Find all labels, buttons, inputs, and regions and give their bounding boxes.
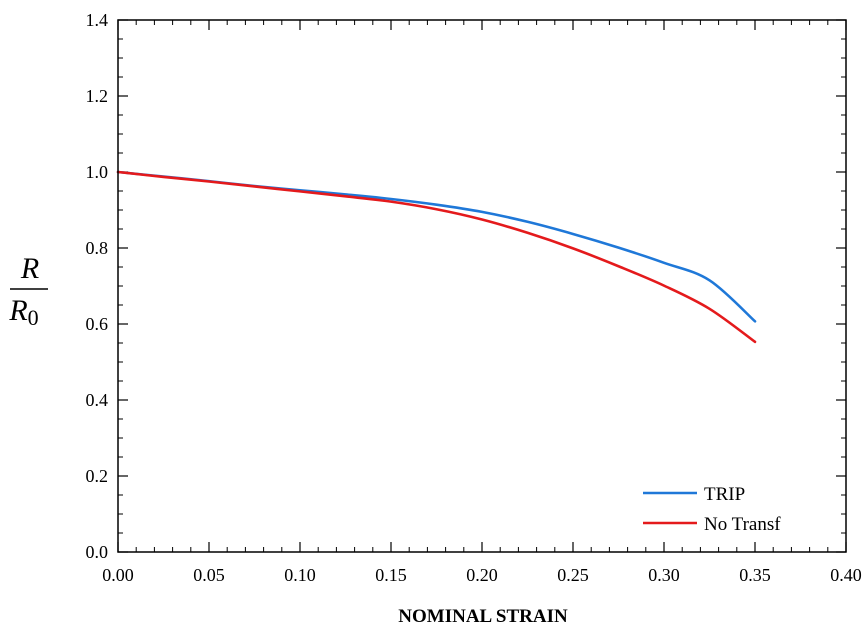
legend-label-trip: TRIP bbox=[704, 484, 745, 505]
y-axis-title-denominator-subscript: 0 bbox=[28, 305, 39, 330]
plot-frame bbox=[117, 19, 847, 553]
legend-label-no-transf: No Transf bbox=[704, 514, 781, 535]
y-tick-label: 0.4 bbox=[86, 390, 109, 410]
x-tick-label: 0.40 bbox=[830, 565, 862, 585]
y-tick-label: 1.0 bbox=[86, 162, 109, 182]
series-line-no-transf bbox=[116, 170, 757, 344]
x-ticks: 0.00 0.05 0.10 0.15 0.20 0.25 0.30 0.35 0.40 bbox=[102, 20, 862, 585]
x-tick-label: 0.30 bbox=[648, 565, 680, 585]
x-tick-label: 0.20 bbox=[466, 565, 498, 585]
x-tick-label: 0.15 bbox=[375, 565, 407, 585]
y-axis-title-denominator-symbol: R bbox=[8, 294, 27, 327]
y-axis-title: R R0 bbox=[8, 252, 48, 330]
y-tick-label: 0.0 bbox=[86, 542, 109, 562]
x-tick-label: 0.10 bbox=[284, 565, 316, 585]
y-axis-title-denominator: R0 bbox=[8, 294, 38, 330]
x-tick-label: 0.00 bbox=[102, 565, 134, 585]
y-tick-label: 0.8 bbox=[86, 238, 109, 258]
x-axis-title: NOMINAL STRAIN bbox=[398, 606, 568, 627]
y-tick-label: 0.6 bbox=[86, 314, 109, 334]
x-tick-label: 0.05 bbox=[193, 565, 225, 585]
y-tick-label: 1.2 bbox=[86, 86, 109, 106]
series-layer bbox=[116, 170, 757, 344]
series-line-trip bbox=[116, 170, 757, 323]
legend: TRIP No Transf bbox=[643, 484, 781, 535]
y-axis-title-numerator: R bbox=[20, 252, 39, 285]
y-tick-label: 1.4 bbox=[86, 10, 109, 30]
x-tick-label: 0.35 bbox=[739, 565, 771, 585]
y-ticks: 0.0 0.2 0.4 0.6 0.8 1.0 1.2 1.4 bbox=[86, 10, 846, 562]
x-tick-label: 0.25 bbox=[557, 565, 589, 585]
y-tick-label: 0.2 bbox=[86, 466, 109, 486]
